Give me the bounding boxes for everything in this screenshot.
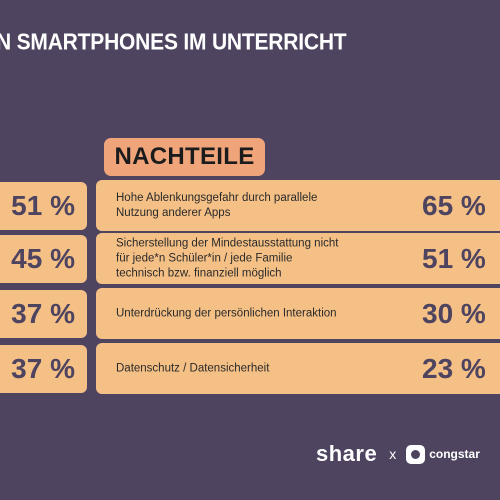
congstar-logo: congstar [429, 447, 480, 461]
left-value-box: 45 % [0, 235, 87, 283]
right-value: 51 % [422, 242, 486, 274]
separator-x: x [389, 446, 397, 462]
row-label: Unterdrückung der persönlichen Interakti… [116, 307, 337, 319]
row-label: Datenschutz / Datensicherheit [116, 362, 270, 374]
left-value-box: 37 % [0, 290, 87, 338]
right-row-box: Hohe Ablenkungsgefahr durch parallele Nu… [96, 180, 500, 231]
right-row-box: Datenschutz / Datensicherheit 23 % [96, 343, 500, 394]
footer-logos: share x congstar [316, 441, 480, 467]
right-row-box: Unterdrückung der persönlichen Interakti… [96, 288, 500, 339]
row-label: Sicherstellung der Mindestausstattung ni… [116, 237, 339, 279]
right-row-box: Sicherstellung der Mindestausstattung ni… [96, 233, 500, 284]
left-value-box: 51 % [0, 182, 87, 230]
right-value: 65 % [422, 189, 486, 221]
congstar-icon [406, 444, 426, 464]
left-value-box: 37 % [0, 345, 87, 393]
share-logo: share [316, 441, 378, 466]
page-title-text: N SMARTPHONES IM UNTERRICHT [0, 30, 347, 55]
right-value: 23 % [422, 352, 486, 384]
row-label: Hohe Ablenkungsgefahr durch parallele Nu… [116, 191, 318, 219]
nachteile-badge: NACHTEILE [104, 138, 265, 176]
right-value: 30 % [422, 297, 486, 329]
